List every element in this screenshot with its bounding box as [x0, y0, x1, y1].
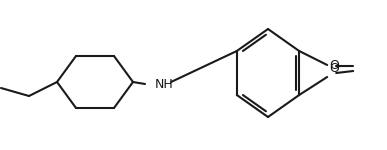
Text: NH: NH	[155, 78, 174, 90]
Text: O: O	[329, 62, 339, 75]
Text: O: O	[329, 60, 339, 72]
